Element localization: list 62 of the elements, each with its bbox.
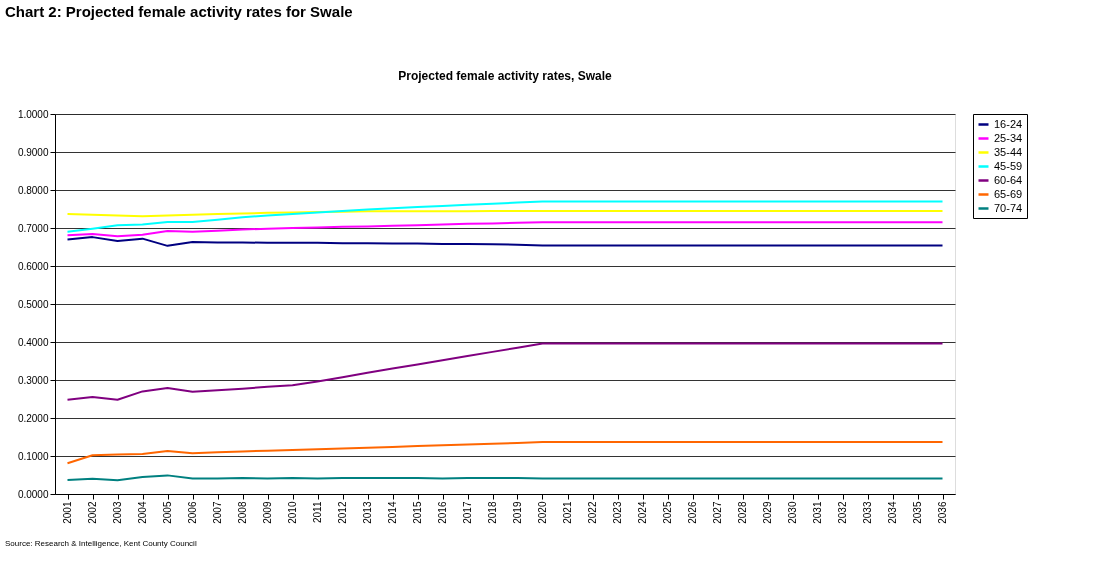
legend-label: 45-59 — [994, 159, 1023, 172]
line-series — [66, 342, 944, 401]
legend-label: 60-64 — [994, 173, 1023, 186]
x-tick-label: 2016 — [437, 501, 448, 524]
y-tick-label: 0.3000 — [17, 374, 49, 386]
x-tick-label: 2019 — [512, 501, 523, 524]
x-tick-label: 2011 — [312, 501, 323, 524]
y-tick-label: 1.0000 — [17, 108, 49, 120]
x-tick-label: 2004 — [137, 501, 148, 524]
x-tick-label: 2029 — [762, 501, 773, 524]
y-tick-label: 0.1000 — [17, 450, 49, 462]
y-tick-label: 0.9000 — [17, 146, 49, 158]
x-tick-label: 2008 — [237, 501, 248, 524]
x-tick-label: 2033 — [862, 501, 873, 524]
line-series — [66, 440, 944, 465]
legend-label: 65-69 — [994, 187, 1023, 200]
x-tick-label: 2027 — [712, 501, 723, 524]
x-tick-label: 2024 — [637, 501, 648, 524]
x-tick-label: 2013 — [362, 501, 373, 524]
source-note: Source: Research & Intelligence, Kent County Council — [5, 539, 197, 548]
x-tick-label: 2032 — [837, 501, 848, 524]
legend-label: 70-74 — [994, 201, 1023, 214]
y-tick-label: 0.2000 — [17, 412, 49, 424]
x-tick-label: 2022 — [587, 501, 598, 524]
y-tick-label: 0.0000 — [17, 488, 49, 500]
x-tick-label: 2025 — [662, 501, 673, 524]
x-tick-label: 2035 — [912, 501, 923, 524]
chart-title: Chart 2: Projected female activity rates for Swale — [5, 3, 353, 20]
x-tick-label: 2007 — [212, 501, 223, 524]
x-tick-label: 2003 — [112, 501, 123, 524]
x-tick-label: 2005 — [162, 501, 173, 524]
x-tick-label: 2010 — [287, 501, 298, 524]
x-tick-label: 2009 — [262, 501, 273, 524]
x-tick-label: 2021 — [562, 501, 573, 524]
x-tick-label: 2030 — [787, 501, 798, 524]
line-series — [66, 236, 944, 247]
x-tick-label: 2001 — [62, 501, 73, 524]
y-tick-label: 0.6000 — [17, 260, 49, 272]
x-tick-label: 2023 — [612, 501, 623, 524]
x-tick-label: 2026 — [687, 501, 698, 524]
x-tick-label: 2017 — [462, 501, 473, 524]
line-series — [66, 200, 944, 233]
legend-label: 35-44 — [994, 145, 1023, 158]
legend-label: 25-34 — [994, 131, 1023, 144]
x-tick-label: 2028 — [737, 501, 748, 524]
line-series — [66, 221, 944, 238]
y-tick-label: 0.4000 — [17, 336, 49, 348]
y-tick-label: 0.8000 — [17, 184, 49, 196]
x-tick-label: 2020 — [537, 501, 548, 524]
x-tick-label: 2036 — [937, 501, 948, 524]
chart-subtitle: Projected female activity rates, Swale — [398, 69, 613, 83]
x-tick-label: 2002 — [87, 501, 98, 524]
y-tick-label: 0.7000 — [17, 222, 49, 234]
x-tick-label: 2014 — [387, 501, 398, 524]
x-tick-label: 2018 — [487, 501, 498, 524]
x-tick-label: 2012 — [337, 501, 348, 524]
x-tick-label: 2034 — [887, 501, 898, 524]
x-tick-label: 2006 — [187, 501, 198, 524]
x-tick-label: 2015 — [412, 501, 423, 524]
x-tick-label: 2031 — [812, 501, 823, 524]
y-tick-label: 0.5000 — [17, 298, 49, 310]
legend-label: 16-24 — [994, 117, 1023, 130]
